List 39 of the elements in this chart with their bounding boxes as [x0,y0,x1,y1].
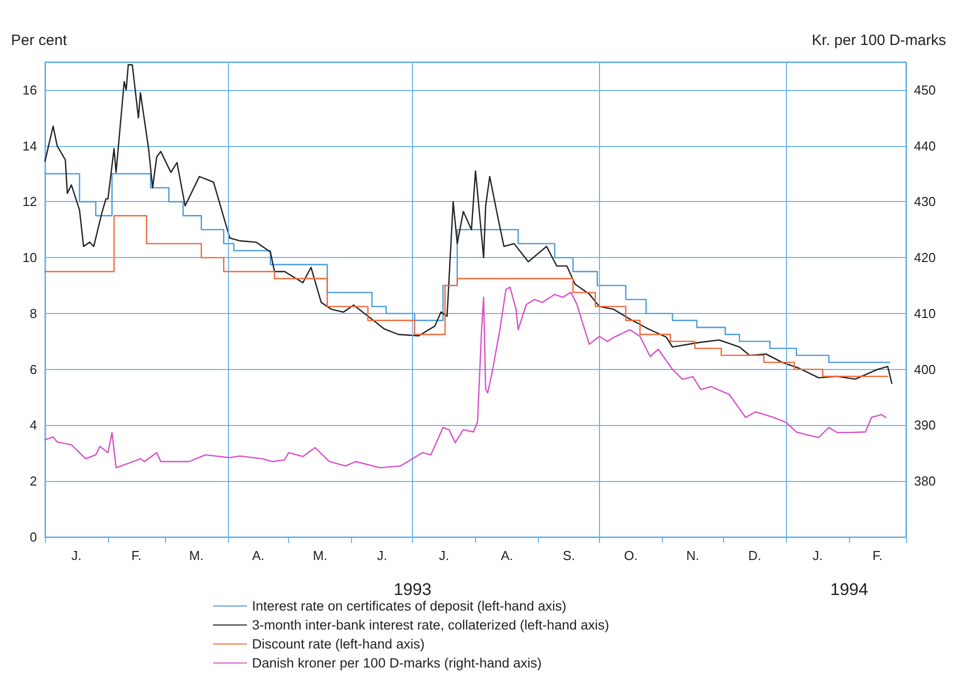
y-tick-label: 14 [22,138,37,154]
y2-tick-label: 450 [914,82,936,98]
legend-label: Interest rate on certificates of deposit (left-hand axis) [252,598,566,614]
text: M. [189,548,204,563]
legend-label: Discount rate (left-hand axis) [252,636,425,652]
text: F. [131,548,142,563]
y2-tick-label: 390 [914,418,936,433]
y-tick-label: 16 [22,82,37,98]
text: S. [562,548,576,563]
y-axis-title: Per cent [11,32,68,49]
x-tick-label: 1994 [830,580,868,599]
y2-tick-label: 440 [914,138,936,154]
text: J. [71,548,82,563]
y2-tick-label: 400 [914,362,936,377]
y2-tick-label: 430 [914,194,936,210]
text: A. [252,548,264,563]
legend-label: Danish kroner per 100 D-marks (right-hand axis) [252,656,542,670]
y2-axis-title: Kr. per 100 D-marks [812,32,946,49]
text: M. [312,548,328,563]
text: J. [812,548,823,563]
y-tick-label: 12 [22,194,37,210]
text: N. [686,548,700,563]
y-tick-label: 6 [30,362,37,377]
text: D. [748,548,762,563]
text: A. [500,548,514,563]
y-tick-label: 0 [30,530,37,544]
y-tick-label: 4 [30,418,37,433]
y-tick-label: 10 [22,250,37,266]
y-tick-label: 2 [30,474,37,489]
y2-tick-label: 420 [914,250,936,266]
y2-tick-label: 380 [914,474,936,489]
y2-tick-label: 410 [914,306,936,321]
y-tick-label: 8 [30,306,37,321]
x-tick-label: 1993 [394,580,432,599]
text: J. [377,548,388,563]
text: J. [438,548,450,563]
text: O. [624,548,638,563]
text: F. [872,548,883,563]
legend-label: 3-month inter-bank interest rate, collaterized (left-hand axis) [252,618,610,632]
